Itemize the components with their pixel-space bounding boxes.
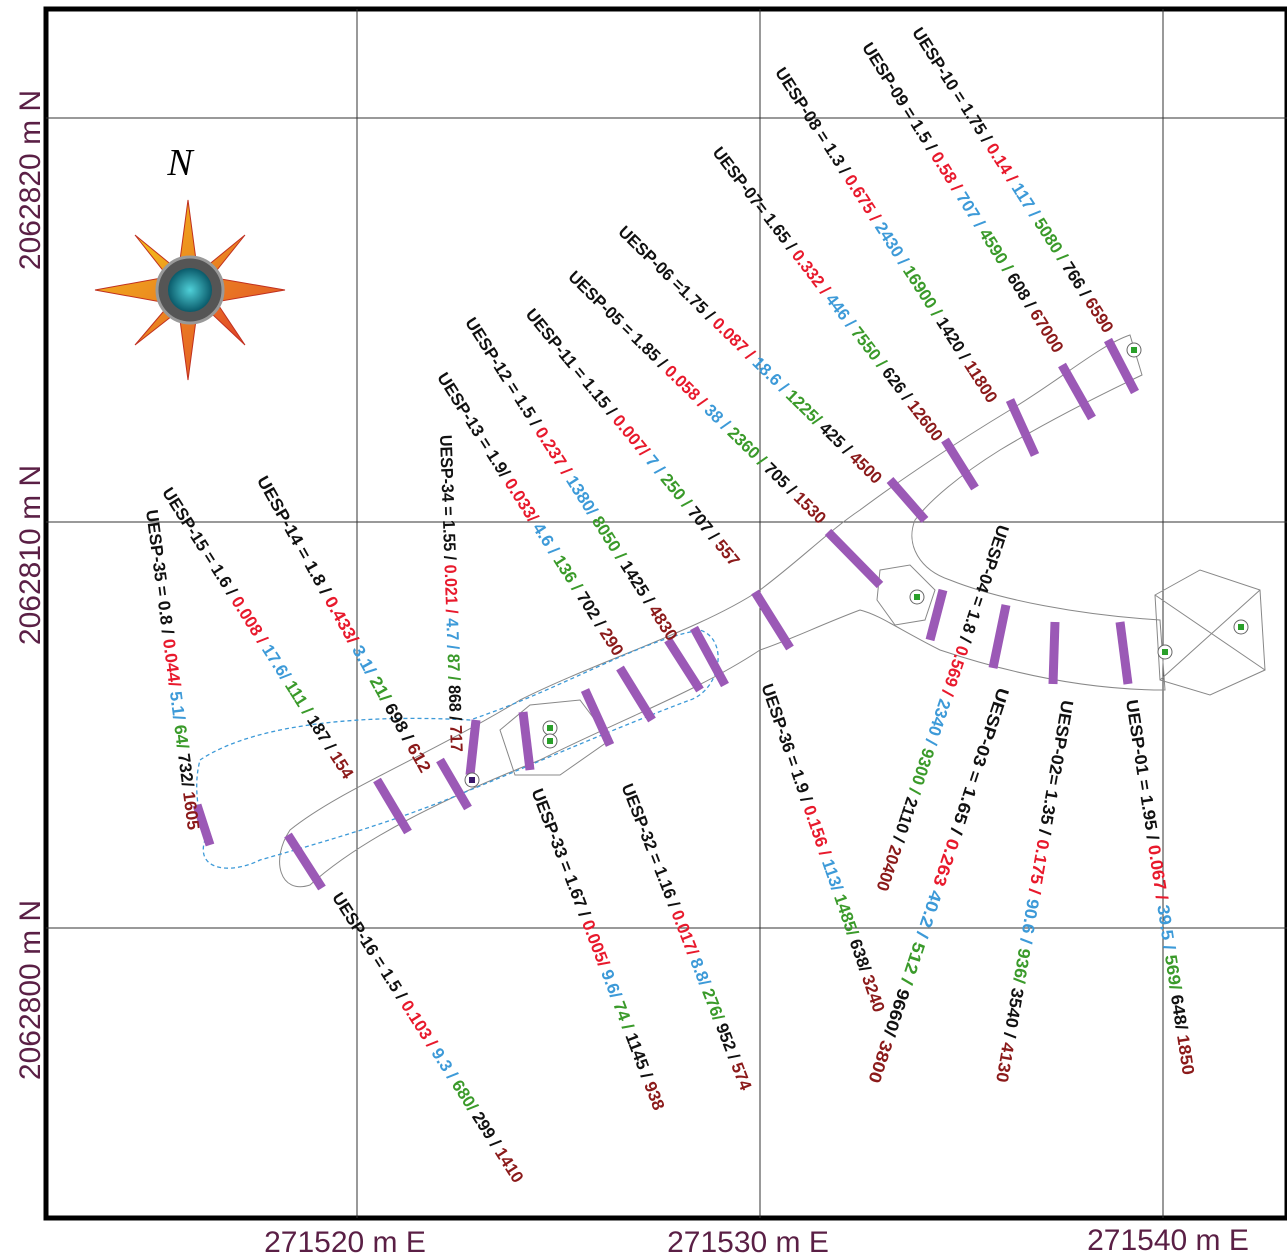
- x-label: 271530 m E: [667, 1226, 829, 1259]
- sample-value: 717: [446, 725, 466, 752]
- compass-label: N: [166, 142, 195, 184]
- x-label: 271540 m E: [1087, 1224, 1249, 1257]
- sample-value: 64/: [170, 724, 193, 755]
- map: N 271520 m E 271530 m E 271540 m E 20628…: [0, 0, 1287, 1260]
- y-label: 2062800 m N: [14, 900, 47, 1080]
- sample-value: 87 /: [443, 654, 463, 686]
- sample-value: 0.021 /: [440, 564, 461, 618]
- sample-value: 4.7 /: [442, 618, 462, 654]
- y-label: 2062810 m N: [14, 465, 47, 645]
- x-label: 271520 m E: [264, 1226, 426, 1259]
- sample-value: 868 /: [444, 685, 464, 726]
- y-label: 2062820 m N: [14, 90, 47, 270]
